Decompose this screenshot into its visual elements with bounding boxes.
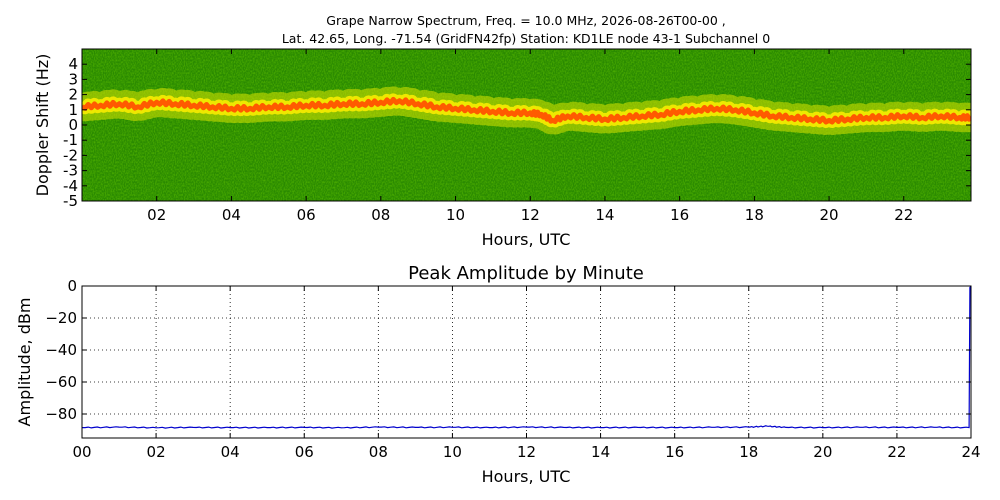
amplitude-x-tick-label: 16 (665, 443, 684, 461)
amplitude-x-tick-label: 04 (221, 443, 240, 461)
spectrogram-x-tick-label: 04 (222, 206, 241, 224)
doppler-trace (82, 96, 971, 125)
amplitude-title: Peak Amplitude by Minute (408, 263, 644, 284)
spectrogram-x-tick-label: 16 (670, 206, 689, 224)
spectrogram-x-tick-label: 06 (297, 206, 316, 224)
amplitude-y-tick-label: −60 (45, 373, 77, 391)
spectrogram-y-tick-label: 3 (68, 70, 78, 88)
amplitude-x-tick-label: 02 (147, 443, 166, 461)
amplitude-x-tick-label: 08 (369, 443, 388, 461)
spectrogram-x-tick-label: 18 (745, 206, 764, 224)
spectrogram-y-tick-label: -4 (63, 177, 78, 195)
amplitude-x-tick-label: 06 (295, 443, 314, 461)
spectrogram-x-tick-label: 12 (521, 206, 540, 224)
spectrogram-y-tick-label: 2 (68, 86, 78, 104)
spectrogram-panel (82, 49, 971, 201)
spectrogram-y-tick-label: 4 (68, 55, 78, 73)
spectrogram-x-tick-label: 10 (446, 206, 465, 224)
spectrogram-x-tick-label: 22 (894, 206, 913, 224)
spectrogram-x-tick-label: 08 (371, 206, 390, 224)
amplitude-x-tick-label: 10 (443, 443, 462, 461)
amplitude-xlabel: Hours, UTC (482, 467, 571, 486)
amplitude-x-tick-label: 20 (813, 443, 832, 461)
amplitude-y-tick-label: −40 (45, 341, 77, 359)
amplitude-x-tick-label: 12 (517, 443, 536, 461)
spectrogram-y-tick-label: 1 (68, 101, 78, 119)
spectrogram-x-tick-label: 02 (147, 206, 166, 224)
spectrogram-y-tick-label: 0 (68, 116, 78, 134)
amplitude-x-tick-label: 14 (591, 443, 610, 461)
amplitude-x-tick-label: 00 (72, 443, 91, 461)
amplitude-y-tick-label: −80 (45, 405, 77, 423)
amplitude-x-tick-label: 22 (887, 443, 906, 461)
amplitude-x-tick-label: 18 (739, 443, 758, 461)
spectrogram-x-ticks: 02 04 06 08 10 12 14 16 18 20 22 (147, 49, 913, 224)
spectrum-title-line2: Lat. 42.65, Long. -71.54 (GridFN42fp) St… (282, 31, 770, 46)
amplitude-y-tick-label: −20 (45, 309, 77, 327)
spectrogram-y-tick-label: -5 (63, 192, 78, 210)
spectrum-title-line1: Grape Narrow Spectrum, Freq. = 10.0 MHz,… (326, 13, 725, 28)
spectrogram-y-tick-label: -3 (63, 162, 78, 180)
amplitude-series-line (82, 285, 972, 429)
amplitude-x-tick-label: 24 (961, 443, 980, 461)
spectrogram-ylabel: Doppler Shift (Hz) (33, 54, 52, 197)
amplitude-y-tick-label: 0 (67, 277, 77, 295)
spectrogram-xlabel: Hours, UTC (482, 230, 571, 249)
amplitude-ylabel: Amplitude, dBm (15, 298, 34, 427)
spectrogram-x-tick-label: 20 (820, 206, 839, 224)
spectrogram-x-tick-label: 14 (595, 206, 614, 224)
spectrogram-y-tick-label: -1 (63, 131, 78, 149)
amplitude-y-ticks: 0 −20 −40 −60 −80 (45, 277, 971, 423)
amplitude-x-ticks: 00 02 04 06 08 10 12 14 16 18 20 22 24 (72, 286, 981, 461)
spectrogram-y-tick-label: -2 (63, 146, 78, 164)
